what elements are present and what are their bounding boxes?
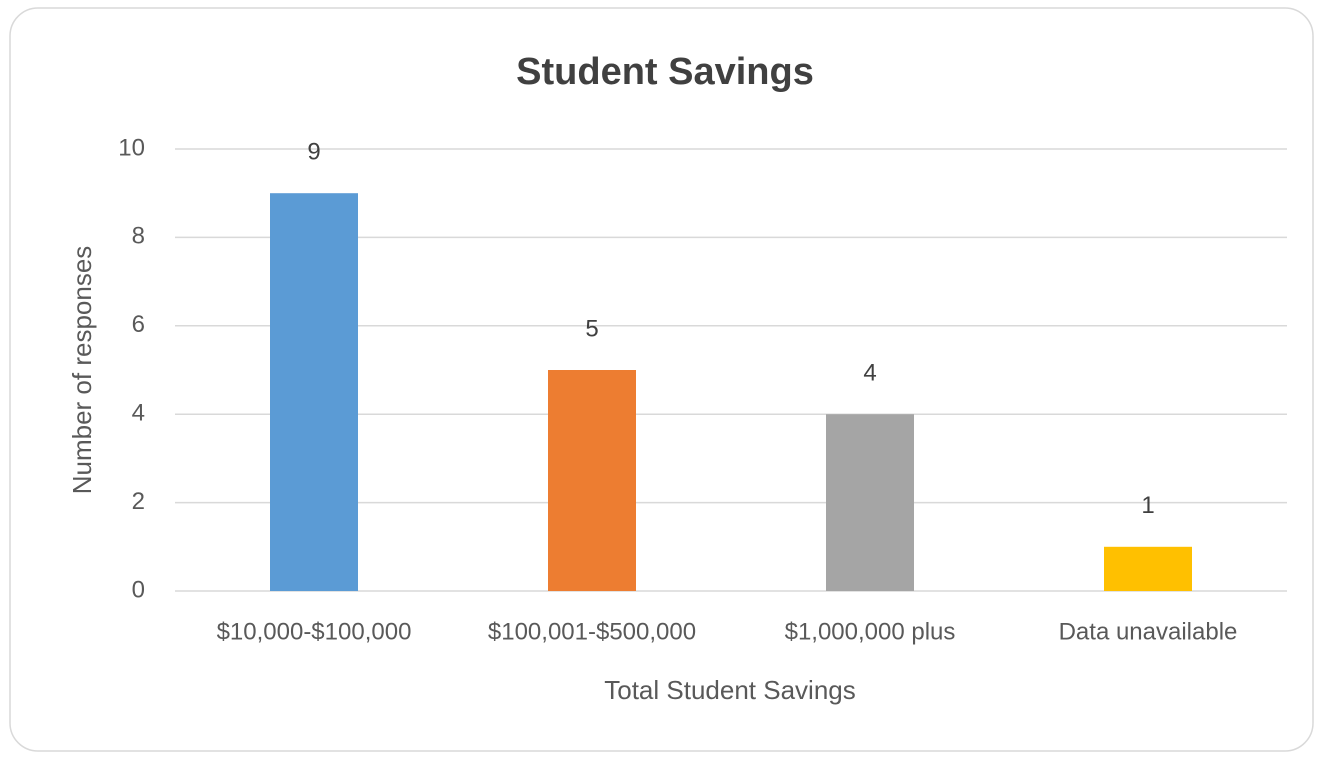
data-label: 1: [1141, 492, 1154, 519]
y-tick-label: 4: [132, 400, 145, 427]
y-tick-label: 0: [132, 576, 145, 603]
y-axis-label: Number of responses: [67, 246, 97, 495]
y-tick-label: 2: [132, 488, 145, 515]
bar: [548, 370, 636, 591]
x-tick-label: Data unavailable: [1059, 618, 1238, 645]
y-tick-label: 8: [132, 223, 145, 250]
x-axis-label: Total Student Savings: [604, 675, 856, 705]
chart-title: Student Savings: [516, 51, 814, 93]
bar: [1104, 546, 1192, 591]
data-label: 4: [863, 360, 876, 387]
x-tick-label: $10,000-$100,000: [217, 618, 412, 645]
data-label: 5: [585, 315, 598, 342]
data-label: 9: [307, 139, 320, 166]
x-tick-label: $100,001-$500,000: [488, 618, 696, 645]
bar: [270, 193, 358, 591]
bar: [826, 414, 914, 591]
y-tick-label: 6: [132, 311, 145, 338]
y-tick-label: 10: [118, 134, 145, 161]
x-tick-label: $1,000,000 plus: [785, 618, 956, 645]
